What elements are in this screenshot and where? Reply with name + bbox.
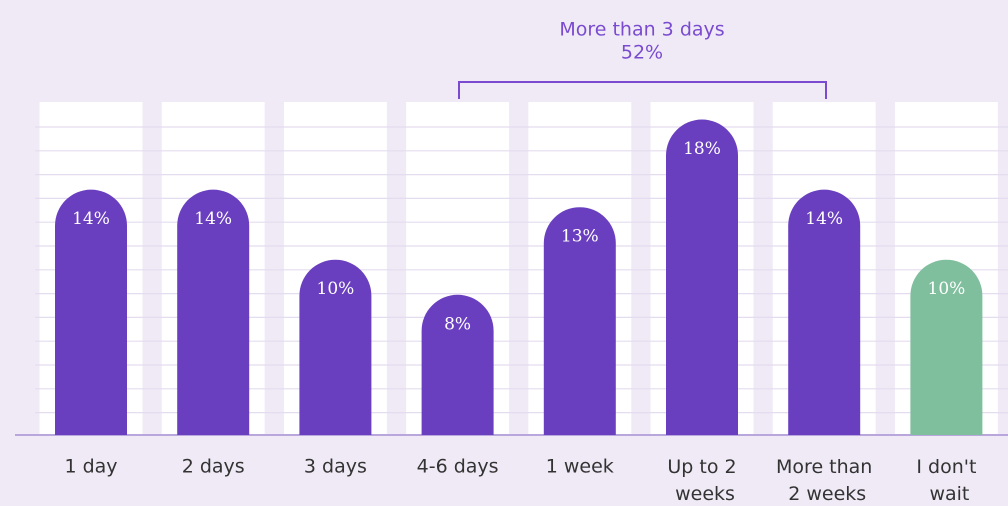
bar <box>299 259 372 435</box>
annotation-bracket <box>458 81 827 99</box>
bar-value-label: 8% <box>444 314 471 334</box>
annotation-text: More than 3 days <box>559 19 724 41</box>
bar <box>177 189 250 435</box>
x-tick-label: 3 days <box>304 456 367 478</box>
bar-value-label: 14% <box>194 209 232 229</box>
bar <box>666 119 738 436</box>
x-tick-label: 2 days <box>182 456 245 478</box>
x-tick-label: Up to 2 weeks <box>667 456 736 505</box>
bar-value-label: 14% <box>72 209 110 229</box>
bar-value-label: 18% <box>683 139 721 159</box>
bar-value-label: 13% <box>561 227 599 247</box>
x-tick-label: 1 week <box>546 456 614 478</box>
x-tick-label: 4-6 days <box>417 456 499 478</box>
bar <box>910 259 983 435</box>
bar <box>55 189 127 435</box>
bar-value-label: 10% <box>928 279 966 299</box>
x-tick-label: More than 2 weeks <box>776 456 872 505</box>
annotation-value: 52% <box>621 42 663 64</box>
bar-value-label: 10% <box>317 279 355 299</box>
bar-value-label: 14% <box>805 209 843 229</box>
bar <box>788 189 861 435</box>
x-tick-label: I don't wait <box>916 456 976 505</box>
bar <box>543 207 616 435</box>
x-tick-label: 1 day <box>64 456 117 478</box>
bar <box>421 294 494 435</box>
